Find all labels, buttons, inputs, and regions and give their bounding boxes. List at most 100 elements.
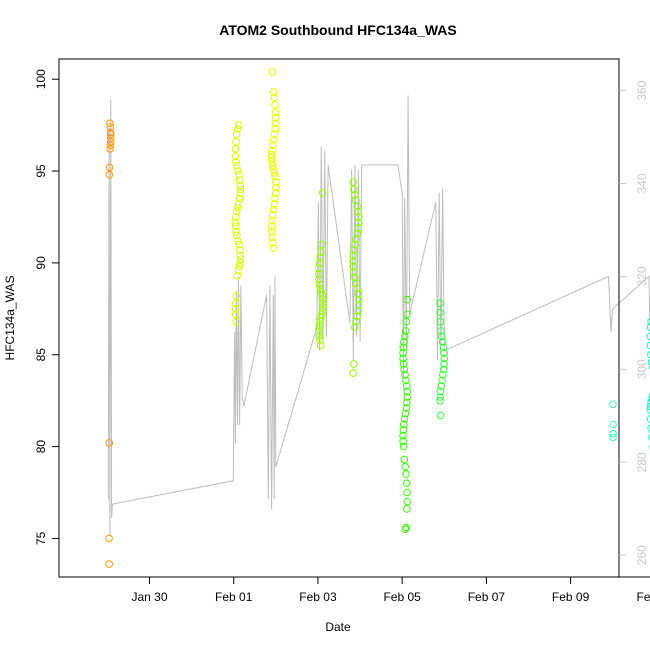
data-point: [271, 189, 280, 197]
data-point: [272, 183, 280, 192]
data-point: [437, 382, 445, 390]
data-point: [236, 255, 245, 264]
data-point: [354, 290, 363, 298]
x-axis: Jan 30 Feb 01 Feb 03 Feb 05 Feb 07 Feb 09 Feb …: [132, 576, 650, 604]
data-point: [646, 332, 650, 341]
data-point: [233, 204, 242, 212]
data-point: [236, 246, 244, 254]
data-point: [402, 317, 411, 326]
data-point: [318, 295, 327, 304]
data-point: [270, 200, 279, 208]
altitude-trace-layer: [107, 95, 650, 537]
data-point: [647, 424, 650, 432]
data-point: [232, 227, 240, 236]
data-point: [319, 303, 327, 311]
x-tick-label: Feb 07: [468, 590, 506, 604]
data-point: [403, 295, 412, 304]
data-point: [315, 270, 323, 278]
data-point: [105, 534, 113, 543]
y-tick-label: 90: [34, 256, 48, 270]
data-point: [232, 158, 240, 166]
data-point: [267, 222, 276, 230]
data-point: [234, 266, 243, 275]
data-point: [269, 205, 278, 214]
data-points-layer: [105, 68, 650, 568]
data-point: [353, 229, 362, 238]
data-point: [315, 332, 323, 341]
data-point: [353, 312, 362, 321]
data-point: [440, 360, 448, 368]
data-point: [269, 141, 277, 150]
data-point: [438, 376, 446, 385]
data-point: [319, 299, 327, 308]
data-point: [267, 150, 276, 159]
data-point: [316, 317, 324, 326]
data-point: [349, 185, 358, 194]
data-point: [403, 387, 411, 396]
data-point: [400, 420, 408, 429]
data-point: [403, 398, 411, 407]
data-point: [350, 191, 359, 199]
data-point: [351, 323, 359, 332]
data-point: [438, 332, 446, 341]
data-point: [609, 429, 617, 438]
data-point: [352, 279, 361, 287]
data-point: [438, 338, 447, 346]
data-point: [436, 396, 444, 405]
data-point: [399, 437, 407, 445]
data-point: [269, 165, 278, 173]
data-point: [353, 284, 362, 293]
data-point: [400, 415, 409, 423]
data-point: [268, 161, 277, 170]
data-point: [236, 189, 244, 197]
data-point: [352, 235, 361, 243]
data-point: [436, 299, 444, 308]
data-point: [317, 314, 325, 322]
data-point: [268, 216, 276, 225]
data-point: [231, 310, 240, 319]
data-point: [235, 194, 244, 203]
data-point: [646, 406, 650, 414]
data-point: [440, 349, 448, 357]
data-point: [439, 371, 447, 379]
data-point: [105, 163, 114, 172]
x-tick-label: Feb 01: [215, 590, 253, 604]
data-point: [399, 431, 407, 440]
data-point: [105, 560, 113, 568]
data-point: [646, 341, 650, 350]
x-tick-label: Feb 09: [552, 590, 590, 604]
data-point: [106, 145, 114, 153]
data-point: [233, 231, 241, 240]
data-point: [351, 240, 359, 249]
data-point: [349, 178, 357, 186]
data-point: [271, 172, 279, 181]
data-point: [268, 158, 276, 166]
data-point: [353, 202, 362, 210]
data-point: [268, 147, 276, 155]
data-point: [399, 354, 407, 363]
data-point: [349, 257, 357, 265]
data-point: [315, 281, 324, 289]
data-point: [316, 341, 325, 350]
data-point: [318, 240, 326, 249]
data-point: [234, 200, 243, 208]
data-point: [402, 382, 411, 390]
data-point: [232, 207, 241, 216]
data-point: [235, 170, 243, 179]
data-point: [317, 288, 326, 297]
data-point: [267, 227, 276, 236]
data-point: [436, 308, 444, 317]
data-point: [106, 119, 114, 128]
data-point: [315, 321, 324, 330]
data-point: [354, 218, 363, 227]
data-point: [269, 238, 277, 247]
data-point: [236, 251, 245, 260]
data-point: [609, 420, 617, 429]
data-point: [232, 317, 240, 326]
y-tick-label: 80: [34, 440, 48, 454]
data-point: [646, 415, 650, 423]
data-point: [318, 310, 326, 319]
data-point: [315, 259, 324, 267]
data-point: [403, 479, 411, 488]
data-point: [402, 376, 410, 385]
